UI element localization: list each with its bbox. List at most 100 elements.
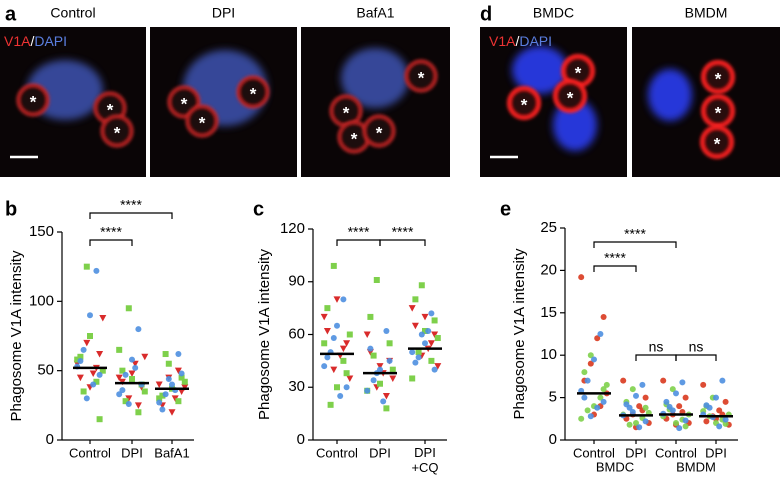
data-point (412, 296, 419, 303)
data-point (129, 375, 135, 382)
data-point (676, 425, 683, 432)
asterisk: * (521, 95, 528, 114)
panel-letter: e (500, 198, 511, 220)
asterisk: * (715, 69, 722, 88)
significance-bracket (89, 239, 133, 246)
data-point (87, 333, 93, 339)
data-point (597, 331, 604, 337)
data-point (155, 381, 163, 389)
data-point (175, 398, 182, 405)
data-point (660, 377, 667, 384)
data-point (162, 351, 169, 358)
data-point (431, 317, 438, 324)
asterisk: * (714, 134, 721, 153)
data-point (716, 407, 723, 414)
data-point (178, 374, 185, 381)
data-point (77, 357, 84, 364)
x-tick-label: DPI (121, 445, 143, 460)
asterisk: * (376, 123, 383, 142)
y-axis-label: Phagosome V1A intensity (256, 249, 273, 420)
data-point (162, 391, 169, 398)
phagosome (553, 79, 587, 113)
data-point (122, 371, 129, 378)
phagosome (362, 114, 396, 148)
data-point (168, 409, 176, 416)
legend-part: DAPI (519, 33, 552, 49)
data-point (669, 407, 676, 414)
data-point (673, 420, 679, 427)
data-point (626, 421, 633, 428)
data-point (119, 387, 126, 394)
legend-part: / (515, 33, 519, 49)
data-point (418, 331, 425, 338)
x-tick-label: DPI (369, 445, 391, 460)
data-point (339, 345, 347, 353)
panel-letter: c (253, 198, 264, 220)
data-point (642, 394, 649, 401)
data-point (174, 367, 182, 375)
data-point (171, 395, 179, 402)
x-tick-label: Control (573, 445, 615, 460)
data-point (320, 313, 328, 321)
stain-legend: V1A/DAPI (489, 33, 552, 49)
data-point (370, 352, 377, 359)
data-point (636, 403, 643, 410)
data-point (722, 420, 729, 427)
significance-bracket (89, 212, 173, 219)
significance-label: **** (348, 224, 370, 240)
data-point (415, 349, 422, 356)
data-point (346, 331, 353, 338)
data-point (431, 366, 438, 373)
phagosome (404, 59, 438, 93)
data-point (700, 381, 707, 388)
y-tick-label: 0 (46, 431, 54, 448)
data-point (679, 379, 686, 386)
data-point (122, 398, 129, 405)
data-point (96, 371, 103, 378)
data-point (418, 282, 425, 289)
asterisk: * (181, 94, 188, 113)
y-tick-label: 50 (37, 362, 54, 379)
panel-label: BMDM (685, 5, 728, 21)
data-point (428, 310, 435, 317)
panel-label: BafA1 (356, 5, 394, 21)
asterisk: * (107, 100, 114, 119)
data-point (421, 313, 429, 321)
data-point (159, 406, 166, 413)
data-point (125, 395, 133, 402)
data-point (116, 391, 123, 398)
data-point (99, 367, 106, 374)
data-point (411, 322, 419, 330)
data-point (722, 416, 729, 423)
data-point (125, 305, 132, 312)
data-point (682, 417, 689, 424)
data-point (334, 322, 340, 329)
data-point (129, 356, 135, 363)
panel-label: BMDC (533, 5, 574, 21)
data-point (370, 377, 377, 384)
data-point (169, 381, 175, 388)
nucleus (648, 69, 692, 121)
data-point (80, 346, 87, 353)
asterisk: * (114, 123, 121, 142)
group-label: BMDC (596, 459, 634, 474)
significance-label: **** (100, 224, 122, 240)
asterisk: * (30, 92, 37, 111)
data-point (96, 351, 104, 358)
data-point (324, 354, 331, 361)
data-point (87, 312, 93, 319)
nucleus (553, 99, 597, 151)
data-point (363, 331, 371, 338)
data-point (581, 369, 588, 376)
significance-label: **** (120, 197, 142, 213)
data-point (409, 375, 416, 382)
panel-letter: d (480, 3, 492, 25)
data-point (581, 394, 588, 401)
data-point (340, 296, 347, 303)
asterisk: * (343, 103, 350, 122)
data-point (165, 375, 172, 382)
significance-bracket (593, 265, 637, 272)
data-point (334, 384, 340, 391)
data-point (367, 345, 374, 352)
data-point (377, 380, 383, 387)
